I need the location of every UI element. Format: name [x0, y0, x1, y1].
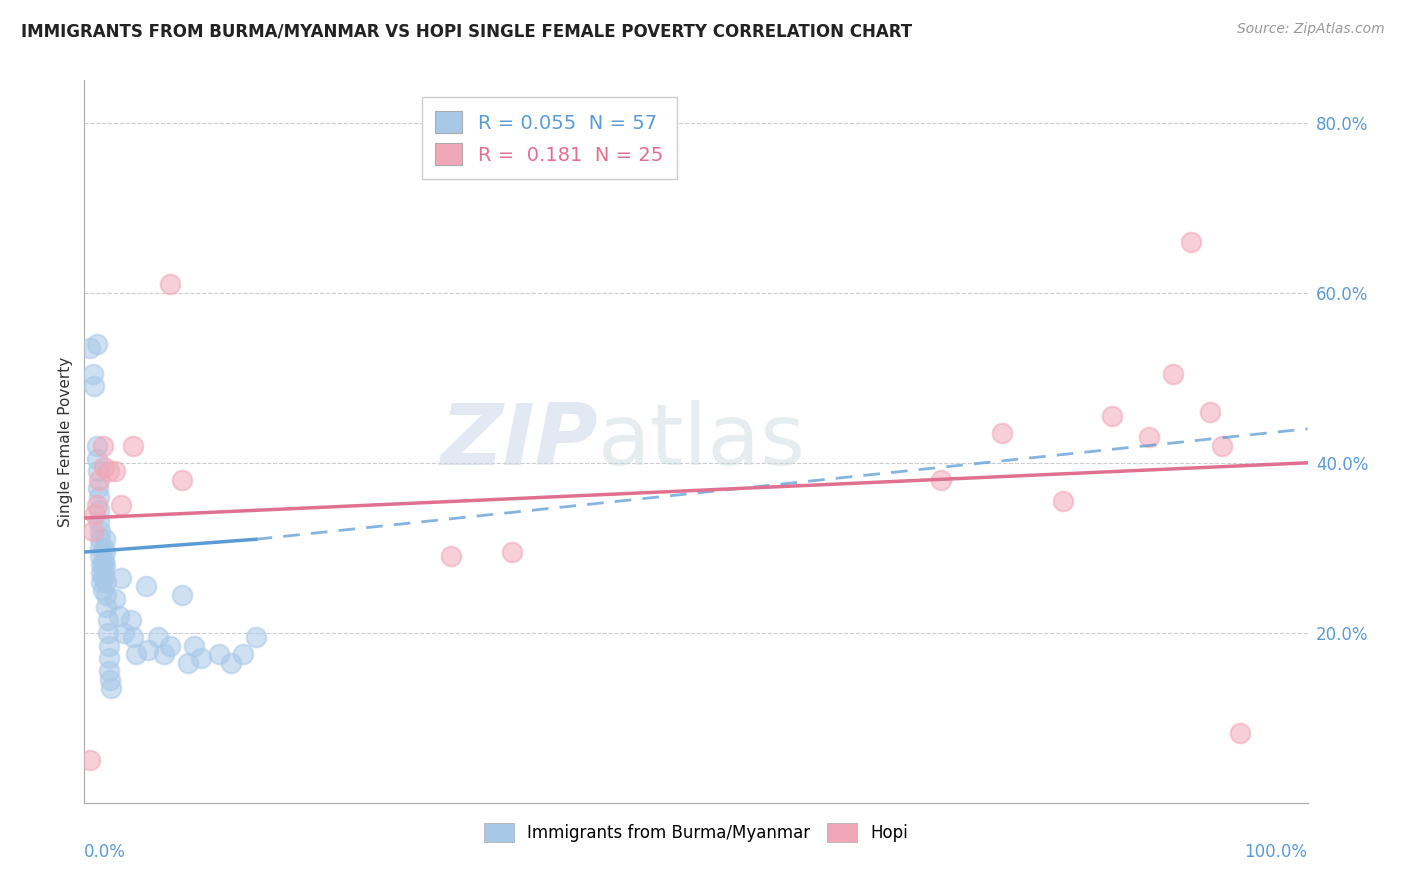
- Point: [104, 591, 127, 606]
- Point: [991, 425, 1014, 440]
- Point: [219, 656, 242, 670]
- Point: [89, 549, 111, 564]
- Point: [96, 600, 118, 615]
- Point: [97, 664, 120, 678]
- Point: [245, 630, 267, 644]
- Point: [94, 558, 117, 572]
- Point: [120, 613, 142, 627]
- Y-axis label: Single Female Poverty: Single Female Poverty: [58, 357, 73, 526]
- Point: [79, 341, 101, 355]
- Point: [91, 439, 114, 453]
- Point: [107, 608, 129, 623]
- Point: [82, 524, 104, 538]
- Point: [190, 651, 212, 665]
- Point: [87, 481, 110, 495]
- Point: [98, 673, 121, 687]
- Point: [89, 533, 111, 547]
- Point: [1198, 405, 1220, 419]
- Point: [87, 516, 110, 530]
- Point: [93, 553, 115, 567]
- Point: [135, 579, 157, 593]
- Point: [1229, 726, 1251, 740]
- Point: [94, 533, 117, 547]
- Text: 100.0%: 100.0%: [1244, 843, 1308, 861]
- Text: ZIP: ZIP: [440, 400, 598, 483]
- Point: [1101, 409, 1123, 423]
- Point: [136, 642, 159, 657]
- Point: [110, 570, 132, 584]
- Point: [122, 630, 145, 644]
- Point: [104, 464, 127, 478]
- Point: [87, 464, 110, 478]
- Point: [96, 574, 118, 589]
- Text: Source: ZipAtlas.com: Source: ZipAtlas.com: [1237, 22, 1385, 37]
- Point: [89, 524, 111, 538]
- Point: [208, 647, 231, 661]
- Text: IMMIGRANTS FROM BURMA/MYANMAR VS HOPI SINGLE FEMALE POVERTY CORRELATION CHART: IMMIGRANTS FROM BURMA/MYANMAR VS HOPI SI…: [21, 22, 912, 40]
- Point: [159, 277, 181, 292]
- Point: [94, 545, 117, 559]
- Point: [440, 549, 463, 564]
- Point: [96, 588, 118, 602]
- Point: [84, 507, 107, 521]
- Point: [90, 566, 112, 581]
- Point: [89, 541, 111, 555]
- Point: [1211, 439, 1233, 453]
- Point: [90, 574, 112, 589]
- Point: [172, 588, 194, 602]
- Point: [91, 570, 114, 584]
- Point: [90, 558, 112, 572]
- Point: [929, 473, 952, 487]
- Point: [86, 336, 108, 351]
- Point: [97, 464, 120, 478]
- Point: [93, 566, 115, 581]
- Point: [87, 502, 110, 516]
- Point: [86, 439, 108, 453]
- Text: 0.0%: 0.0%: [84, 843, 127, 861]
- Point: [125, 647, 148, 661]
- Point: [153, 647, 176, 661]
- Point: [97, 625, 120, 640]
- Point: [112, 625, 135, 640]
- Point: [100, 681, 122, 695]
- Point: [82, 367, 104, 381]
- Point: [93, 541, 115, 555]
- Point: [86, 498, 108, 512]
- Text: atlas: atlas: [598, 400, 806, 483]
- Point: [122, 439, 145, 453]
- Point: [502, 545, 524, 559]
- Point: [83, 379, 105, 393]
- Point: [183, 639, 205, 653]
- Legend: R = 0.055  N = 57, R =  0.181  N = 25: R = 0.055 N = 57, R = 0.181 N = 25: [422, 97, 676, 179]
- Point: [110, 498, 132, 512]
- Point: [232, 647, 254, 661]
- Point: [87, 473, 110, 487]
- Point: [1180, 235, 1202, 249]
- Point: [91, 583, 114, 598]
- Point: [1161, 367, 1184, 381]
- Point: [97, 639, 120, 653]
- Point: [177, 656, 200, 670]
- Point: [93, 460, 115, 475]
- Point: [86, 451, 108, 466]
- Point: [91, 558, 114, 572]
- Point: [1052, 494, 1074, 508]
- Point: [1137, 430, 1160, 444]
- Point: [97, 613, 120, 627]
- Point: [79, 753, 101, 767]
- Point: [159, 639, 181, 653]
- Point: [172, 473, 194, 487]
- Point: [87, 490, 110, 504]
- Point: [97, 651, 120, 665]
- Point: [146, 630, 169, 644]
